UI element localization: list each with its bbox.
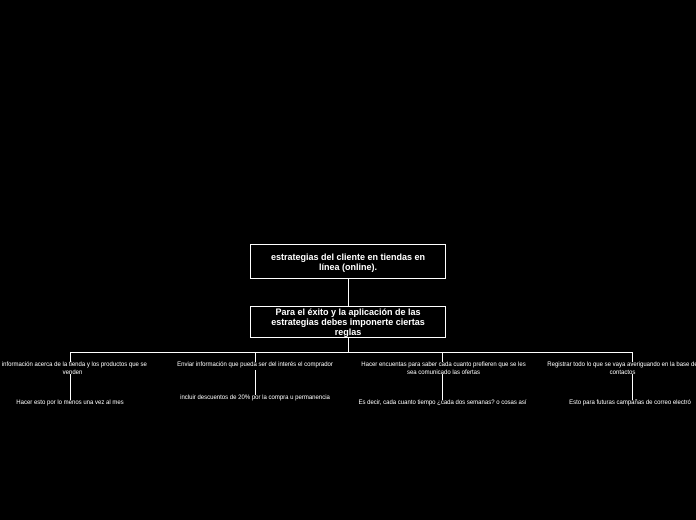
connector-l2l3-2 — [442, 374, 443, 400]
connector-l2l3-1 — [255, 370, 256, 395]
level3-node-2: Es decir, cada cuanto tiempo ¿cada dos s… — [350, 400, 535, 408]
connector-drop-2 — [442, 352, 443, 362]
level2-node-0: r información acerca de la tienda y los … — [0, 362, 155, 378]
connector-drop-3 — [632, 352, 633, 362]
level3-node-1: incluir descuentos de 20% por la compra … — [170, 395, 340, 403]
level1-node: Para el éxito y la aplicación de las est… — [250, 306, 446, 338]
connector-drop-1 — [255, 352, 256, 362]
connector-root-l1 — [348, 279, 349, 306]
level3-node-0: Hacer esto por lo menos una vez al mes — [0, 400, 140, 408]
connector-drop-0 — [70, 352, 71, 362]
level2-node-2: Hacer encuentas para saber cada cuanto p… — [356, 362, 531, 378]
root-node: estrategias del cliente en tiendas en lí… — [250, 244, 446, 279]
connector-l2l3-0 — [70, 374, 71, 400]
level2-node-1: Enviar información que pueda ser del int… — [170, 362, 340, 370]
connector-l2l3-3 — [632, 374, 633, 400]
connector-l1-split — [348, 338, 349, 352]
level2-node-3: Registrar todo lo que se vaya averiguand… — [545, 362, 696, 378]
connector-horizontal — [70, 352, 632, 353]
level3-node-3: Esto para futuras campañas de correo ele… — [560, 400, 696, 408]
